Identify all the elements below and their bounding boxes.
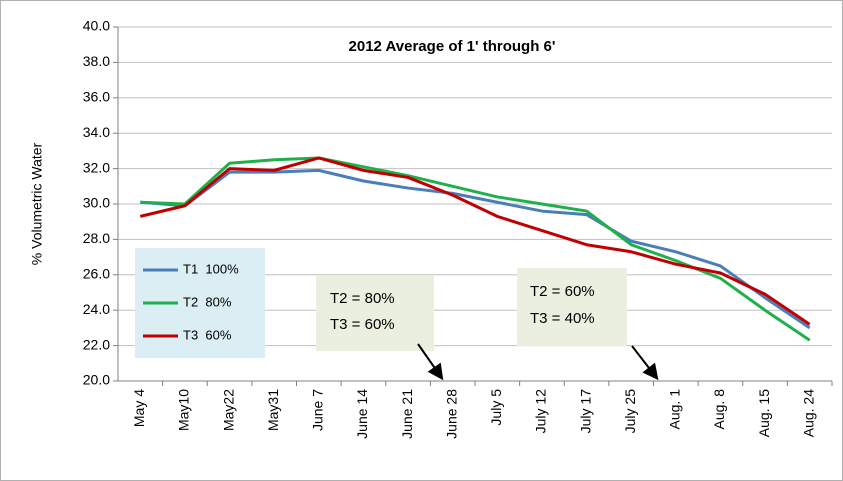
y-tick-label: 40.0 [83, 18, 110, 34]
x-tick-label: May 4 [131, 389, 147, 427]
x-tick-label: July 12 [533, 389, 549, 434]
series-line [140, 168, 811, 330]
y-tick-label: 32.0 [83, 159, 110, 175]
y-tick-label: 38.0 [83, 53, 110, 69]
annotation-text: T2 = 80% [330, 290, 395, 307]
x-tick-label: Aug. 8 [711, 389, 727, 430]
y-tick-label: 36.0 [83, 89, 110, 105]
legend-label: T1 100% [183, 261, 239, 276]
x-tick-label: Aug. 15 [756, 389, 772, 437]
y-axis-label: % Volumetric Water [29, 142, 45, 265]
y-tick-label: 34.0 [83, 124, 110, 140]
chart-title: 2012 Average of 1' through 6' [349, 38, 556, 55]
x-tick-label: June 14 [354, 389, 370, 439]
x-tick-label: July 17 [577, 389, 593, 434]
annotation-arrow [417, 343, 444, 381]
y-tick-label: 30.0 [83, 195, 110, 211]
x-tick-label: July 25 [622, 389, 638, 434]
y-tick-label: 20.0 [83, 372, 110, 388]
legend-label: T2 80% [183, 294, 232, 309]
x-tick-label: June 21 [399, 389, 415, 439]
annotation-text: T3 = 60% [330, 316, 395, 333]
x-tick-label: July 5 [488, 389, 504, 426]
x-tick-label: Aug. 1 [667, 389, 683, 430]
y-tick-label: 28.0 [83, 230, 110, 246]
x-tick-label: Aug. 24 [800, 389, 816, 437]
annotation-box [316, 275, 434, 351]
legend-label: T3 60% [183, 327, 232, 342]
x-tick-label: May31 [265, 389, 281, 431]
annotation-text: T2 = 60% [530, 283, 595, 300]
x-tick-label: June 7 [310, 389, 326, 431]
series-line [139, 156, 811, 326]
annotation-text: T3 = 40% [530, 310, 595, 327]
y-tick-label: 24.0 [83, 301, 110, 317]
y-tick-label: 22.0 [83, 336, 110, 352]
annotation-box [517, 268, 627, 346]
x-tick-label: May22 [220, 389, 236, 431]
y-tick-label: 26.0 [83, 266, 110, 282]
x-tick-label: May10 [176, 389, 192, 431]
x-tick-label: June 28 [443, 389, 459, 439]
annotation-arrow [631, 345, 659, 381]
